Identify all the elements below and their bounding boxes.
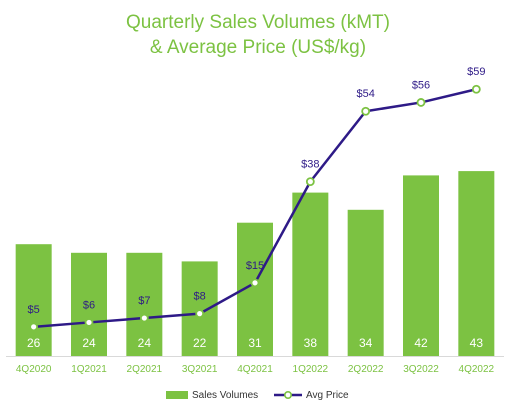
chart-title-line-1: Quarterly Sales Volumes (kMT) <box>126 12 390 33</box>
x-tick-label: 4Q2020 <box>16 364 52 375</box>
x-tick-label: 3Q2022 <box>403 364 439 375</box>
legend: Sales Volumes Avg Price <box>166 390 349 401</box>
price-label: $15 <box>246 260 264 272</box>
chart-title-line-2: & Average Price (US$/kg) <box>149 37 367 58</box>
bar-3Q2022 <box>403 175 439 356</box>
price-labels-group: $5 $6 $7 $8 $15 $38 $54 $56 $59 <box>28 66 486 316</box>
x-tick-label: 4Q2021 <box>237 364 273 375</box>
bar-value-label: 22 <box>193 336 207 350</box>
bars-group <box>15 171 495 356</box>
price-label: $38 <box>301 159 319 171</box>
bar-value-label: 24 <box>138 336 152 350</box>
price-label: $8 <box>194 291 206 303</box>
x-tick-label: 2Q2022 <box>348 364 384 375</box>
bar-value-label: 34 <box>359 336 373 350</box>
bar-value-label: 31 <box>248 336 262 350</box>
bar-1Q2021 <box>71 252 107 356</box>
price-label: $7 <box>138 295 150 307</box>
price-point-1Q2022 <box>305 177 315 187</box>
x-tick-label: 1Q2022 <box>293 364 329 375</box>
price-point-3Q2021 <box>195 309 205 319</box>
bar-value-label: 38 <box>304 336 318 350</box>
price-label: $6 <box>83 299 95 311</box>
legend-label-line: Avg Price <box>306 390 349 401</box>
legend-marker-line <box>283 390 292 399</box>
bar-2Q2022 <box>347 209 384 356</box>
bar-4Q2020 <box>15 244 52 356</box>
x-tick-label: 2Q2021 <box>127 364 163 375</box>
bar-value-label: 26 <box>27 336 41 350</box>
bar-3Q2021 <box>181 261 218 356</box>
price-point-1Q2021 <box>84 318 94 327</box>
price-label: $5 <box>28 304 40 316</box>
price-point-3Q2022 <box>416 98 426 107</box>
x-tick-label: 4Q2022 <box>459 364 495 375</box>
price-line-group <box>29 84 481 332</box>
price-label: $59 <box>467 66 485 78</box>
bar-2Q2021 <box>126 252 163 356</box>
bar-value-label: 42 <box>414 336 428 350</box>
price-point-4Q2020 <box>29 322 39 332</box>
price-label: $56 <box>412 79 430 91</box>
x-tick-label: 3Q2021 <box>182 364 218 375</box>
x-tick-label: 1Q2021 <box>71 364 107 375</box>
bar-1Q2022 <box>292 192 329 356</box>
bar-value-label: 43 <box>470 336 484 350</box>
price-point-2Q2021 <box>139 313 149 323</box>
legend-swatch-bars <box>166 391 188 399</box>
bar-4Q2022 <box>458 171 495 356</box>
bar-labels-group: 26 24 24 22 31 38 34 42 43 <box>27 336 483 350</box>
x-axis: 4Q2020 1Q2021 2Q2021 3Q2021 4Q2021 1Q2022 2Q20… <box>6 356 504 375</box>
price-point-4Q2021 <box>250 278 260 288</box>
legend-label-bars: Sales Volumes <box>192 390 258 401</box>
bar-value-label: 24 <box>82 336 96 350</box>
price-label: $54 <box>356 88 374 100</box>
price-point-4Q2022 <box>471 84 481 94</box>
price-point-2Q2022 <box>361 106 371 116</box>
